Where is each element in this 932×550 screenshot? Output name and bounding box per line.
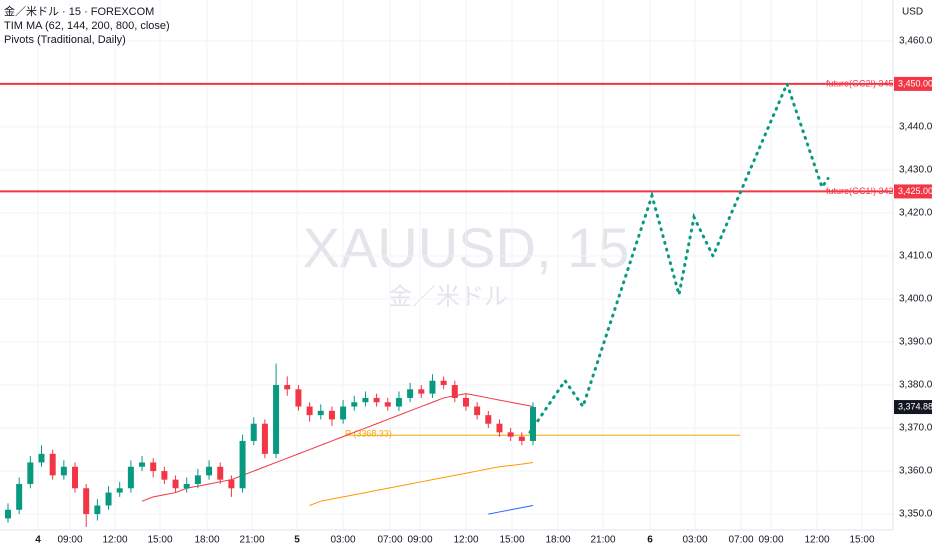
candle-body xyxy=(496,423,503,433)
y-tick-label: 3,400.00 xyxy=(899,294,932,305)
price-tag xyxy=(894,184,932,199)
candle-body xyxy=(94,505,101,515)
candle-body xyxy=(183,483,190,489)
candle-body xyxy=(462,397,469,407)
price-tag xyxy=(894,76,932,91)
candle-body xyxy=(206,466,213,476)
currency: USD xyxy=(902,7,923,18)
candle-body xyxy=(228,479,235,489)
symbol-title[interactable]: 金／米ドル · 15 · FOREXCOM xyxy=(4,4,154,18)
candle-body xyxy=(407,389,414,398)
candle-body xyxy=(440,380,447,386)
candle-body xyxy=(306,406,313,416)
candle-body xyxy=(518,436,525,441)
candle-body xyxy=(261,423,268,454)
x-tick-label: 21:00 xyxy=(239,535,264,546)
x-tick-label: 6 xyxy=(647,535,653,546)
x-tick-label: 09:00 xyxy=(407,535,432,546)
x-tick-label: 09:00 xyxy=(57,535,82,546)
y-tick-label: 3,350.00 xyxy=(899,509,932,520)
indicator-label[interactable]: Pivots (Traditional, Daily) xyxy=(4,34,126,46)
candle-body xyxy=(116,488,123,493)
x-tick-label: 15:00 xyxy=(147,535,172,546)
candle-body xyxy=(239,440,246,489)
candle-body xyxy=(16,483,23,510)
pivot-label: P (3368.33) xyxy=(345,429,392,439)
candle-body xyxy=(27,462,34,484)
candle-body xyxy=(194,475,201,484)
candle-body xyxy=(451,385,458,398)
level-label: future(GC2!) 3450 xyxy=(826,78,899,88)
candle-body xyxy=(418,389,425,394)
x-tick-label: 07:00 xyxy=(728,535,753,546)
candle-body xyxy=(284,385,291,390)
y-tick-label: 3,460.00 xyxy=(899,36,932,47)
x-tick-label: 12:00 xyxy=(804,535,829,546)
candle-body xyxy=(217,466,224,480)
candle-body xyxy=(5,509,11,519)
x-tick-label: 03:00 xyxy=(330,535,355,546)
y-tick-label: 3,390.00 xyxy=(899,337,932,348)
candle-body xyxy=(340,406,347,420)
candle-body xyxy=(72,466,79,489)
x-tick-label: 07:00 xyxy=(377,535,402,546)
candle-body xyxy=(351,402,358,407)
x-tick-label: 21:00 xyxy=(590,535,615,546)
candle-body xyxy=(38,453,45,463)
x-tick-label: 18:00 xyxy=(194,535,219,546)
candle-body xyxy=(172,479,179,489)
candle-body xyxy=(529,407,536,441)
ma-line xyxy=(488,504,534,515)
y-tick-label: 3,440.00 xyxy=(899,122,932,133)
candle-body xyxy=(139,462,146,467)
indicator-label[interactable]: TIM MA (62, 144, 200, 800, close) xyxy=(4,20,170,32)
ma-line xyxy=(141,393,534,502)
candle-body xyxy=(373,397,380,403)
price-tag-label: 3,425.00 xyxy=(898,186,932,196)
y-tick-label: 3,420.00 xyxy=(899,208,932,219)
candle-body xyxy=(485,415,492,424)
candle-body xyxy=(60,466,67,476)
candle-body xyxy=(105,492,112,506)
candle-body xyxy=(161,471,168,480)
candle-body xyxy=(295,389,302,407)
x-tick-label: 5 xyxy=(294,535,300,546)
candle-body xyxy=(273,385,280,454)
price-tag-label: 3,450.00 xyxy=(898,78,932,88)
x-tick-label: 18:00 xyxy=(545,535,570,546)
y-tick-label: 3,360.00 xyxy=(899,466,932,477)
candle-body xyxy=(474,406,481,416)
x-tick-label: 09:00 xyxy=(758,535,783,546)
x-tick-label: 03:00 xyxy=(682,535,707,546)
projection-line xyxy=(528,79,830,434)
last-price-tag xyxy=(894,400,932,415)
candle-body xyxy=(384,402,391,407)
x-tick-label: 15:00 xyxy=(849,535,874,546)
candle-body xyxy=(317,410,324,416)
x-tick-label: 12:00 xyxy=(453,535,478,546)
x-tick-label: 15:00 xyxy=(499,535,524,546)
candle-body xyxy=(328,410,335,420)
candle-body xyxy=(127,466,134,489)
candle-body xyxy=(250,423,257,441)
y-tick-label: 3,430.00 xyxy=(899,165,932,176)
last-price-label: 3,374.88 xyxy=(898,401,932,411)
x-tick-label: 12:00 xyxy=(102,535,127,546)
candle-body xyxy=(429,380,436,394)
candle-body xyxy=(150,462,157,472)
level-label: future(GC1!) 3425 xyxy=(826,186,899,196)
candle-body xyxy=(362,397,369,403)
candle-body xyxy=(49,453,56,476)
candle-body xyxy=(395,397,402,407)
y-tick-label: 3,370.00 xyxy=(899,423,932,434)
y-tick-label: 3,380.00 xyxy=(899,380,932,391)
ma-line xyxy=(309,461,534,506)
x-tick-label: 4 xyxy=(35,535,41,546)
candle-body xyxy=(83,488,90,515)
y-tick-label: 3,410.00 xyxy=(899,251,932,262)
watermark-sub: 金／米ドル xyxy=(388,283,508,310)
candle-body xyxy=(507,432,514,437)
